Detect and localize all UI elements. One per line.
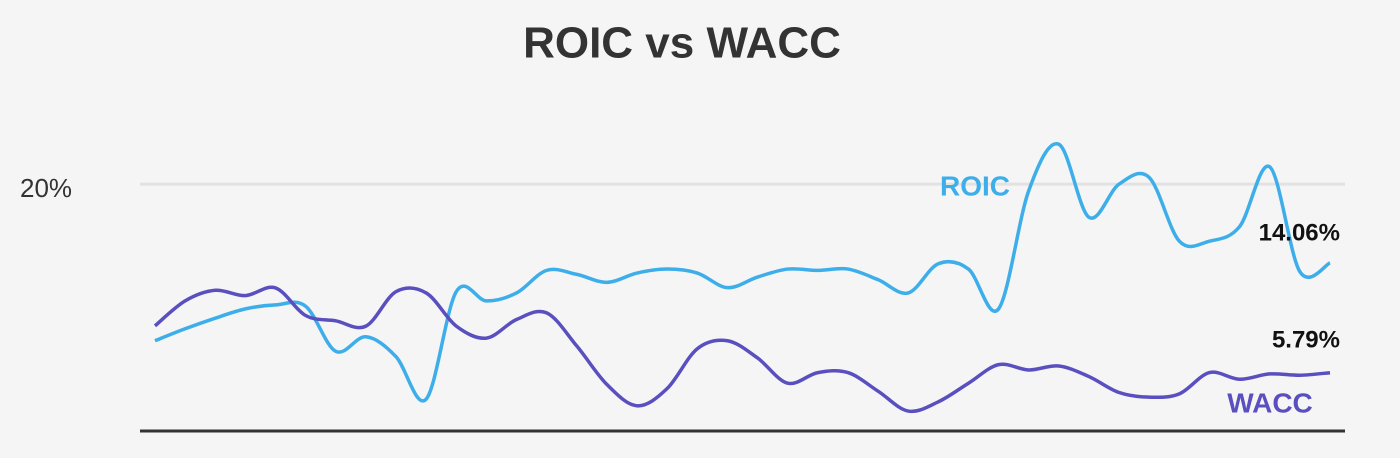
value-label: 5.79% (1272, 326, 1340, 353)
series-line (153, 285, 1331, 414)
chart-title: ROIC vs WACC (523, 19, 841, 68)
series-label: ROIC (940, 170, 1010, 201)
value-label: 14.06% (1259, 219, 1340, 246)
series-label: WACC (1227, 387, 1313, 418)
y-tick-label: 20% (20, 173, 72, 203)
series-line (154, 142, 1331, 403)
